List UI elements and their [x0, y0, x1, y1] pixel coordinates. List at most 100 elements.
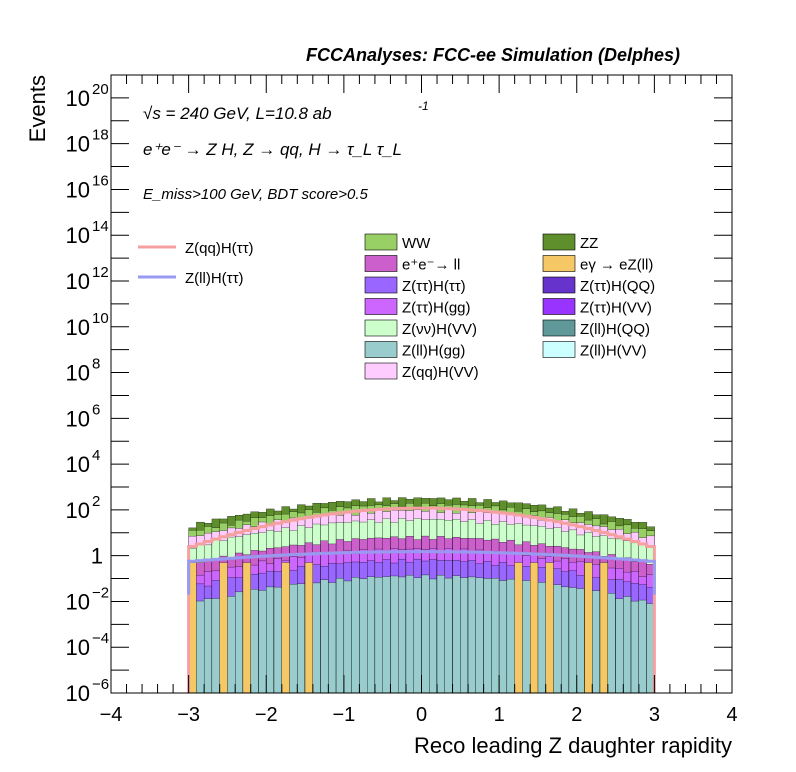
eg-bin [304, 562, 313, 694]
legend-bkg-label: WW [402, 235, 431, 252]
plot-header-title: FCCAnalyses: FCC-ee Simulation (Delphes) [306, 45, 680, 65]
legend-bkg-swatch [364, 255, 398, 272]
y-tick-label: 10 [66, 269, 90, 294]
legend-bkg-swatch [542, 255, 576, 272]
signal-zll-htautau-line [187, 550, 656, 595]
stack-bin [429, 578, 438, 694]
stack-bin [227, 596, 236, 694]
stack-bin [568, 587, 578, 694]
y-tick-exponent: 18 [92, 127, 109, 144]
process-annotation: e⁺e⁻ → Z H, Z → qq, H → τ_L τ_L [143, 140, 402, 159]
stack-bin [312, 582, 322, 694]
stack-bin [460, 577, 469, 694]
x-tick-label: 4 [726, 704, 737, 726]
y-tick-label: 10 [66, 406, 90, 431]
legend-bkg-label: Z(ττ)H(QQ) [580, 278, 655, 295]
legend-signal-label: Z(ll)H(ττ) [185, 270, 244, 287]
y-tick-label: 10 [66, 452, 90, 477]
stack-bin [638, 599, 648, 694]
legend-bkg-label: Z(νν)H(VV) [402, 321, 477, 338]
y-tick-label: 1 [91, 544, 103, 569]
x-tick-label: 3 [649, 704, 660, 726]
legend-bkg-swatch [542, 298, 576, 315]
eg-bin [514, 562, 523, 694]
stack-bin [398, 576, 407, 694]
x-tick-label: −3 [177, 704, 200, 726]
stack-bin [258, 590, 267, 694]
energy-annotation-exponent: -1 [418, 99, 429, 113]
legend-bkg-label: Z(ττ)H(VV) [580, 300, 652, 317]
stack-bin [211, 598, 221, 694]
x-tick-label: −1 [332, 704, 355, 726]
stack-bin [615, 598, 624, 694]
eg-bin [584, 562, 593, 694]
stack-bin [553, 584, 562, 694]
y-tick-label: 10 [66, 223, 90, 248]
stack-bin [475, 577, 485, 694]
stack-bin [289, 584, 298, 694]
stack-bin [343, 580, 353, 694]
stack-bin [413, 577, 422, 694]
stack-bin [351, 577, 360, 694]
legend-bkg-swatch [364, 298, 398, 315]
y-tick-exponent: 20 [92, 81, 109, 98]
stack-bin [561, 586, 570, 694]
signal-histograms [187, 506, 656, 693]
stack-bin [506, 578, 516, 694]
legend-bkg-label: e⁺e⁻→ ll [402, 257, 460, 274]
legend-bkg-label: eγ → eZ(ll) [580, 257, 653, 274]
y-tick-exponent: −4 [92, 630, 109, 647]
stack-bin [273, 586, 283, 694]
legend-bkg-label: Z(ττ)H(ττ) [402, 278, 466, 295]
x-tick-labels: −4 −3 −2 −1 0 1 2 3 4 [100, 704, 738, 726]
signal-legend: Z(qq)H(ττ) Z(ll)H(ττ) [138, 240, 254, 287]
y-tick-exponent: 16 [92, 172, 109, 189]
stack-bin [203, 598, 213, 694]
stack-bin [444, 577, 454, 694]
legend-bkg-swatch [542, 276, 576, 294]
stack-bin [483, 578, 492, 694]
stack-bin [436, 575, 446, 694]
stack-bin [452, 575, 461, 694]
stack-bin [630, 600, 640, 694]
y-tick-label: 10 [66, 498, 90, 523]
stack-bin [367, 576, 376, 694]
legend-bkg-label: Z(ll)H(VV) [580, 343, 647, 360]
eg-bin [219, 562, 228, 694]
stack-bin [328, 582, 337, 694]
axis-ticks [110, 74, 733, 694]
y-tick-label: 10 [66, 681, 90, 706]
legend-signal-label: Z(qq)H(ττ) [185, 240, 254, 257]
background-legend: WW ZZ e⁺e⁻→ ll eγ → eZ(ll) Z(ττ)H(ττ) Z(ττ)H(… [364, 233, 655, 381]
stack-bin [390, 575, 399, 694]
legend-bkg-swatch [364, 319, 398, 337]
stack-bin [266, 586, 275, 694]
legend-bkg-swatch [542, 319, 576, 337]
legend-bkg-label: Z(ττ)H(gg) [402, 300, 471, 317]
legend-bkg-label: Z(ll)H(gg) [402, 343, 465, 360]
stack-bin [421, 574, 430, 694]
cut-annotation: E_miss>100 GeV, BDT score>0.5 [143, 186, 368, 203]
y-tick-exponent: 10 [92, 310, 109, 327]
stack-bin [359, 578, 368, 694]
stack-bin [592, 590, 601, 694]
stack-bin [320, 579, 329, 694]
stack-bin [297, 583, 306, 694]
eg-bin [599, 562, 608, 694]
stacked-histogram [188, 497, 655, 694]
y-tick-exponent: −2 [92, 584, 109, 601]
y-tick-label: 10 [66, 132, 90, 157]
stack-bin [576, 588, 585, 694]
y-tick-label: 10 [66, 315, 90, 340]
legend-bkg-swatch [364, 341, 398, 358]
legend-bkg-label: Z(qq)H(VV) [402, 364, 479, 381]
y-tick-exponent: −6 [92, 676, 109, 693]
y-tick-label: 10 [66, 177, 90, 202]
energy-annotation: √s = 240 GeV, L=10.8 ab [143, 104, 332, 123]
y-tick-exponent: 2 [92, 493, 100, 510]
stack-bin [335, 578, 345, 694]
y-tick-exponent: 14 [92, 218, 109, 235]
stack-bin [491, 578, 500, 694]
